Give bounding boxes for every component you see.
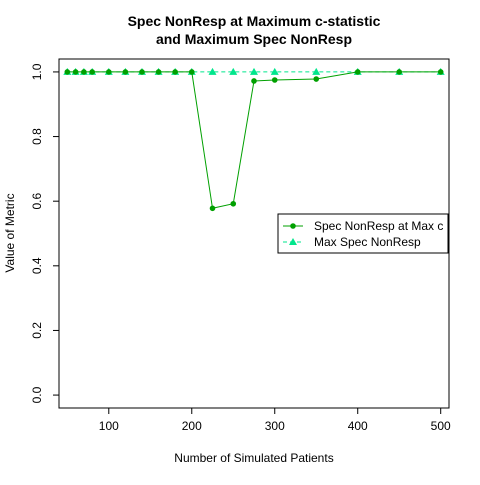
- chart-title-line-1: Spec NonResp at Maximum c-statistic: [128, 13, 381, 29]
- data-point-spec-nonresp-at-max-c: [209, 205, 216, 212]
- series-layer: [63, 67, 445, 212]
- data-point-spec-nonresp-at-max-c: [271, 77, 278, 83]
- data-point-spec-nonresp-at-max-c: [122, 69, 129, 75]
- data-point-spec-nonresp-at-max-c: [251, 78, 257, 84]
- legend: Spec NonResp at Max c Max Spec NonResp: [277, 213, 449, 254]
- y-tick-label: 0.0: [30, 386, 44, 403]
- y-axis: 0.0 0.2 0.4 0.6 0.8 1.0: [30, 63, 60, 403]
- data-point-spec-nonresp-at-max-c: [396, 69, 403, 75]
- y-tick-label: 0.4: [30, 257, 44, 274]
- x-tick-label: 100: [99, 419, 119, 433]
- x-tick-label: 500: [431, 419, 451, 433]
- legend-label-spec-nonresp-at-max-c: Spec NonResp at Max c: [314, 219, 443, 233]
- series-line-spec-nonresp-at-max-c: [67, 71, 441, 209]
- data-point-spec-nonresp-at-max-c: [64, 69, 71, 75]
- data-point-spec-nonresp-at-max-c: [230, 200, 237, 207]
- legend-marker-spec-nonresp-at-max-c: [290, 223, 296, 229]
- y-tick-label: 1.0: [30, 63, 44, 80]
- x-axis: 100 200 300 400 500: [99, 407, 451, 433]
- legend-box: [277, 213, 449, 254]
- data-point-spec-nonresp-at-max-c: [155, 69, 162, 75]
- y-axis-label: Value of Metric: [3, 193, 17, 272]
- data-point-max-spec-nonresp: [312, 67, 321, 75]
- y-tick-label: 0.2: [30, 322, 44, 339]
- chart-title-line-2: and Maximum Spec NonResp: [156, 31, 352, 47]
- data-point-spec-nonresp-at-max-c: [188, 69, 195, 75]
- data-point-spec-nonresp-at-max-c: [89, 69, 95, 75]
- data-point-spec-nonresp-at-max-c: [105, 69, 112, 75]
- legend-marker-max-spec-nonresp: [289, 238, 297, 245]
- data-point-spec-nonresp-at-max-c: [313, 76, 320, 82]
- y-tick-label: 0.8: [30, 128, 44, 145]
- data-point-spec-nonresp-at-max-c: [72, 69, 79, 75]
- x-tick-label: 300: [265, 419, 285, 433]
- data-point-spec-nonresp-at-max-c: [437, 69, 444, 75]
- y-tick-label: 0.6: [30, 193, 44, 210]
- data-point-max-spec-nonresp: [229, 67, 238, 75]
- data-point-max-spec-nonresp: [250, 67, 258, 75]
- data-point-spec-nonresp-at-max-c: [139, 69, 145, 75]
- data-point-spec-nonresp-at-max-c: [354, 69, 361, 75]
- data-point-max-spec-nonresp: [208, 67, 217, 75]
- data-point-max-spec-nonresp: [270, 67, 279, 75]
- data-point-spec-nonresp-at-max-c: [172, 69, 178, 75]
- x-axis-label: Number of Simulated Patients: [174, 451, 333, 465]
- x-tick-label: 400: [348, 419, 368, 433]
- x-tick-label: 200: [182, 419, 202, 433]
- legend-label-max-spec-nonresp: Max Spec NonResp: [314, 235, 421, 249]
- data-point-spec-nonresp-at-max-c: [81, 69, 87, 75]
